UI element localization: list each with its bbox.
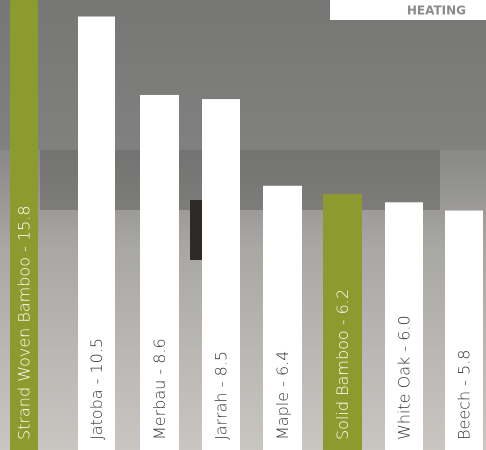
bar-label: Merbau - 8.6 [150, 338, 169, 440]
bar [78, 16, 115, 450]
bar-label: Beech - 5.8 [455, 350, 474, 441]
bar-label: Jatoba - 10.5 [87, 338, 106, 440]
bar [263, 185, 302, 450]
sofa [0, 0, 486, 150]
bar-label: Solid Bamboo - 6.2 [333, 289, 352, 440]
bar [10, 0, 38, 450]
bar [323, 194, 362, 450]
bar [140, 94, 179, 450]
bar [202, 99, 240, 450]
bar [445, 210, 483, 450]
bar-label: Maple - 6.4 [273, 351, 292, 440]
sofa-leg [190, 200, 204, 260]
bar-label: Jarrah - 8.5 [212, 351, 231, 440]
bar-label: Strand Woven Bamboo - 15.8 [15, 205, 34, 440]
bar [385, 202, 423, 450]
bar-label: White Oak - 6.0 [395, 315, 414, 440]
tag-box [330, 0, 486, 20]
bars: Strand Woven Bamboo - 15.8 Jatoba - 10.5 M… [10, 0, 483, 450]
tag: HEATING [407, 4, 466, 18]
